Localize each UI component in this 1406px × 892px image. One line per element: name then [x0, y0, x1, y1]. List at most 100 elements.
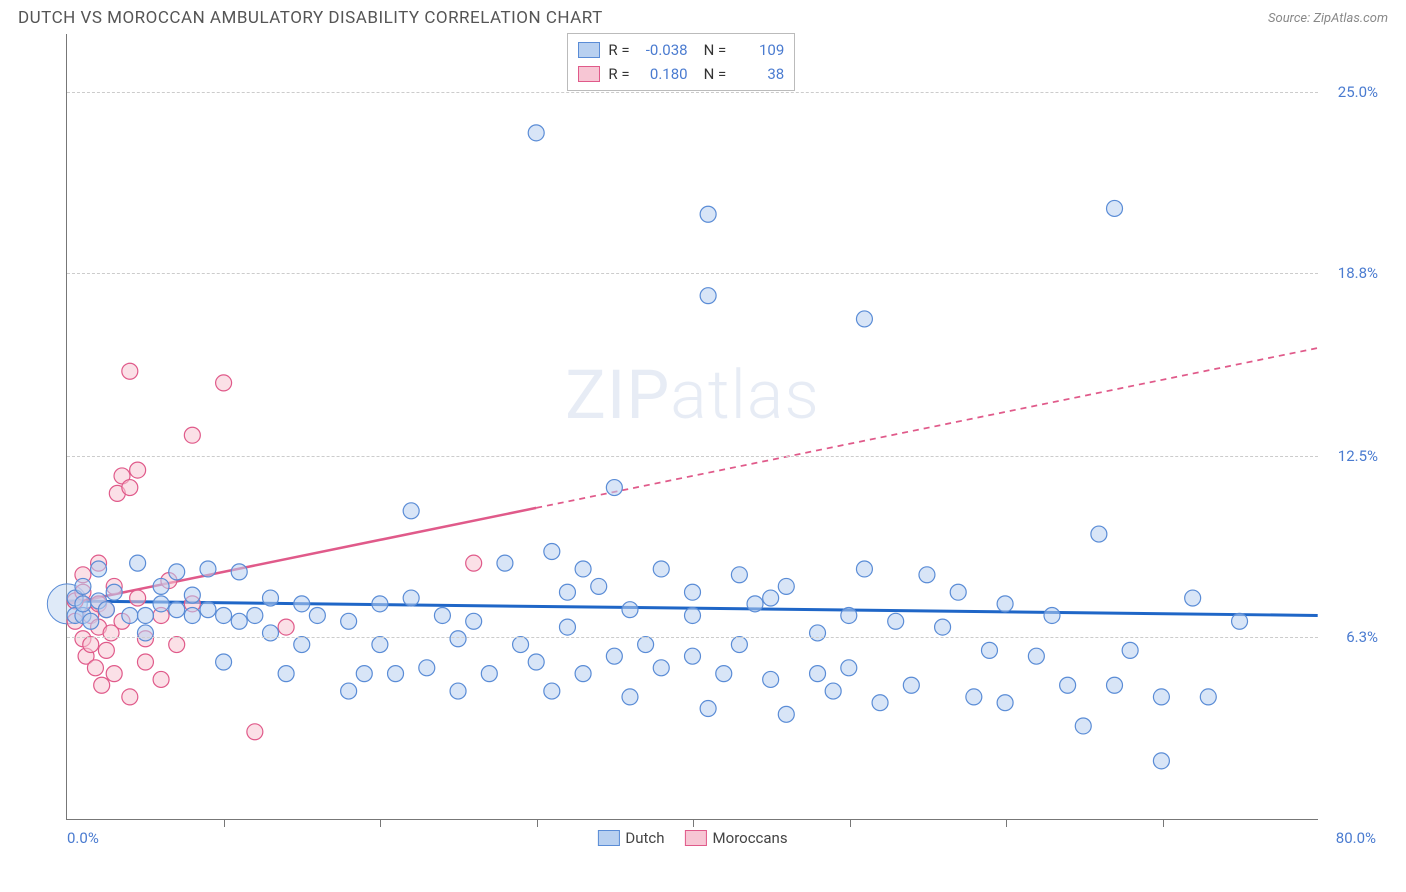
dutch-point [294, 596, 310, 612]
dutch-point [919, 567, 935, 583]
dutch-point [122, 607, 138, 623]
dutch-point [341, 683, 357, 699]
dutch-point [653, 561, 669, 577]
dutch-point [622, 602, 638, 618]
x-tick [537, 819, 538, 827]
dutch-point [341, 613, 357, 629]
r-value: -0.038 [638, 38, 688, 62]
dutch-point [372, 637, 388, 653]
dutch-point [731, 637, 747, 653]
moroccans-point [130, 462, 146, 478]
dutch-point [528, 654, 544, 670]
r-label: R = [608, 62, 629, 86]
x-tick [850, 819, 851, 827]
stats-row: R = -0.038N = 109 [578, 38, 784, 62]
gridline [67, 273, 1318, 274]
dutch-point [1028, 648, 1044, 664]
dutch-point [841, 660, 857, 676]
dutch-point [544, 544, 560, 560]
dutch-point [403, 590, 419, 606]
moroccans-point [106, 666, 122, 682]
moroccans-point [122, 480, 138, 496]
dutch-point [153, 596, 169, 612]
dutch-point [466, 613, 482, 629]
dutch-point [231, 613, 247, 629]
dutch-point [153, 578, 169, 594]
dutch-point [1122, 642, 1138, 658]
dutch-point [856, 561, 872, 577]
dutch-point [966, 689, 982, 705]
dutch-point [997, 695, 1013, 711]
dutch-point [262, 625, 278, 641]
moroccans-point [130, 590, 146, 606]
dutch-point [763, 590, 779, 606]
dutch-point [98, 602, 114, 618]
dutch-point [700, 288, 716, 304]
dutch-point [247, 607, 263, 623]
moroccans-point [247, 724, 263, 740]
series-legend: DutchMoroccans [597, 829, 787, 847]
dutch-point [575, 561, 591, 577]
legend-item: Dutch [597, 829, 664, 847]
moroccans-point [466, 555, 482, 571]
y-tick-label: 18.8% [1338, 264, 1378, 282]
dutch-point [841, 607, 857, 623]
y-tick-label: 25.0% [1338, 83, 1378, 101]
dutch-point [685, 648, 701, 664]
dutch-point [75, 596, 91, 612]
dutch-point [528, 125, 544, 141]
dutch-point [1107, 200, 1123, 216]
dutch-point [903, 677, 919, 693]
dutch-point [1060, 677, 1076, 693]
dutch-point [137, 625, 153, 641]
dutch-point [1044, 607, 1060, 623]
moroccans-point [98, 642, 114, 658]
dutch-point [606, 480, 622, 496]
dutch-point [622, 689, 638, 705]
dutch-point [403, 503, 419, 519]
dutch-point [747, 596, 763, 612]
dutch-point [778, 578, 794, 594]
dutch-point [778, 706, 794, 722]
y-tick-label: 12.5% [1338, 447, 1378, 465]
series-swatch [578, 66, 600, 82]
gridline [67, 456, 1318, 457]
dutch-point [575, 666, 591, 682]
scatter-points-layer [67, 34, 1318, 819]
dutch-point [856, 311, 872, 327]
dutch-point [935, 619, 951, 635]
moroccans-point [122, 689, 138, 705]
dutch-point [559, 584, 575, 600]
n-value: 109 [734, 38, 784, 62]
dutch-point [950, 584, 966, 600]
moroccans-point [94, 677, 110, 693]
dutch-point [1232, 613, 1248, 629]
dutch-point [700, 701, 716, 717]
dutch-point [716, 666, 732, 682]
legend-swatch [597, 830, 619, 846]
dutch-point [184, 587, 200, 603]
chart-title: DUTCH VS MOROCCAN AMBULATORY DISABILITY … [18, 8, 603, 28]
moroccans-point [169, 637, 185, 653]
x-tick [1163, 819, 1164, 827]
dutch-point [1153, 753, 1169, 769]
dutch-point [872, 695, 888, 711]
dutch-point [1185, 590, 1201, 606]
x-axis-min-label: 0.0% [67, 829, 99, 847]
dutch-point [200, 561, 216, 577]
series-swatch [578, 42, 600, 58]
dutch-point [513, 637, 529, 653]
dutch-point [638, 637, 654, 653]
dutch-point [262, 590, 278, 606]
moroccans-point [83, 637, 99, 653]
moroccans-point [153, 671, 169, 687]
dutch-point [685, 584, 701, 600]
dutch-point [653, 660, 669, 676]
dutch-point [606, 648, 622, 664]
dutch-point [1107, 677, 1123, 693]
dutch-point [810, 625, 826, 641]
moroccans-point [122, 363, 138, 379]
n-value: 38 [734, 62, 784, 86]
x-tick [380, 819, 381, 827]
dutch-point [981, 642, 997, 658]
